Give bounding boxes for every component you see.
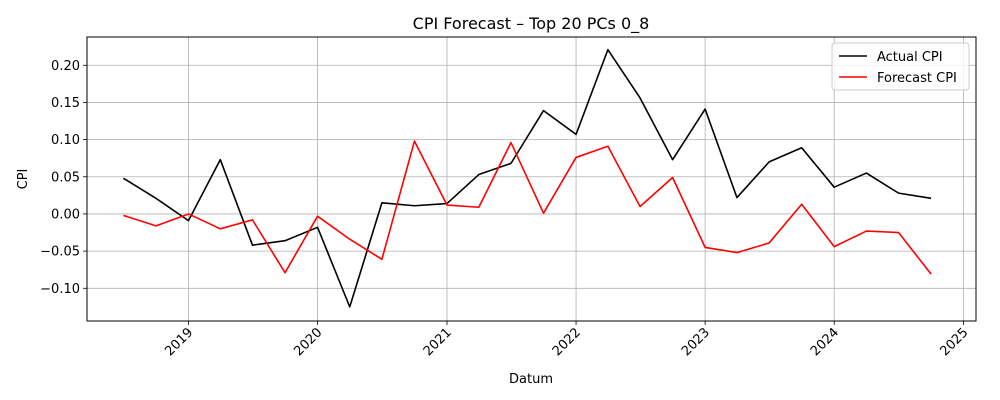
x-tick-label: 2023 — [679, 325, 713, 359]
y-tick-label: 0.10 — [51, 133, 80, 148]
y-tick-label: 0.00 — [51, 207, 80, 222]
x-tick-label: 2021 — [421, 325, 455, 359]
chart-title: CPI Forecast – Top 20 PCs 0_8 — [413, 14, 650, 34]
y-axis-label: CPI — [16, 169, 31, 190]
x-tick-label: 2019 — [162, 325, 196, 359]
y-tick-label: 0.05 — [51, 170, 80, 185]
x-axis-label: Datum — [509, 372, 553, 387]
y-tick-label: −0.10 — [40, 282, 80, 297]
y-axis-ticks: −0.10 −0.05 0.00 0.05 0.10 0.15 0.20 — [40, 59, 87, 297]
y-tick-label: −0.05 — [40, 245, 80, 260]
x-tick-label: 2020 — [291, 325, 325, 359]
y-tick-label: 0.20 — [51, 59, 80, 74]
forecast-cpi-line — [123, 140, 932, 275]
x-axis-ticks: 2019 2020 2021 2022 2023 2024 2025 — [162, 321, 971, 359]
actual-cpi-line — [123, 48, 932, 308]
x-tick-label: 2025 — [937, 325, 971, 359]
legend-frame — [831, 42, 970, 91]
legend: Actual CPI Forecast CPI — [831, 42, 970, 91]
series-lines — [123, 48, 932, 308]
legend-label-forecast: Forecast CPI — [877, 71, 957, 86]
plot-area-frame — [86, 36, 977, 322]
x-tick-label: 2024 — [808, 325, 842, 359]
legend-label-actual: Actual CPI — [877, 50, 943, 65]
x-tick-label: 2022 — [550, 325, 584, 359]
y-tick-label: 0.15 — [51, 96, 80, 111]
